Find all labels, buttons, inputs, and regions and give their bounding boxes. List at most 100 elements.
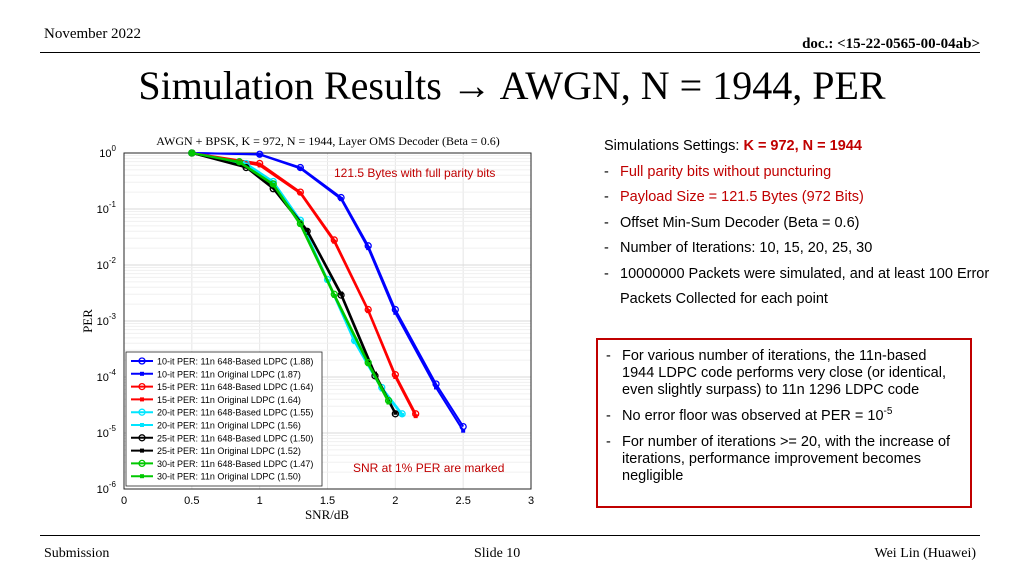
series-point xyxy=(271,182,276,187)
per-chart: AWGN + BPSK, K = 972, N = 1944, Layer OM… xyxy=(80,134,534,521)
y-tick-label: 10-2 xyxy=(97,256,117,272)
legend-marker xyxy=(138,408,146,416)
legend-marker xyxy=(138,357,146,365)
legend-box xyxy=(125,351,323,487)
series-point xyxy=(366,246,371,251)
header-date: November 2022 xyxy=(44,26,142,42)
y-tick-label: 10-4 xyxy=(97,368,117,384)
x-tick-label: 3 xyxy=(528,495,534,507)
legend-label: 30-it PER: 11n 648-Based LDPC (1.47) xyxy=(157,459,313,469)
series-point xyxy=(400,412,405,417)
series-point xyxy=(332,293,337,298)
y-tick-exponent: -2 xyxy=(109,256,117,265)
y-tick-label: 10-5 xyxy=(97,424,117,440)
annotation-payload: 121.5 Bytes with full parity bits xyxy=(334,166,495,180)
footer-slide-number: Slide 10 xyxy=(474,546,521,561)
footer-author: Wei Lin (Huawei) xyxy=(874,546,977,561)
x-tick-label: 0.5 xyxy=(184,495,199,507)
settings-item: - Offset Min-Sum Decoder (Beta = 0.6) xyxy=(604,214,860,231)
settings-heading: Simulations Settings: K = 972, N = 1944 xyxy=(604,134,994,160)
annotation-marked: SNR at 1% PER are marked xyxy=(353,461,504,475)
series-point xyxy=(257,163,262,168)
series-line xyxy=(191,152,465,432)
slide-title: Simulation Results → AWGN, N = 1944, PER xyxy=(0,62,1024,109)
y-tick-exponent: -3 xyxy=(109,312,117,321)
series-point xyxy=(305,228,310,233)
settings-item: - Full parity bits without puncturing xyxy=(604,163,832,180)
series-point xyxy=(413,414,418,419)
legend-marker xyxy=(140,423,144,427)
series-point xyxy=(386,400,391,405)
legend-marker xyxy=(138,434,146,442)
x-axis-label: SNR/dB xyxy=(305,507,349,521)
settings-highlight: K = 972, N = 1944 xyxy=(743,138,862,154)
settings-item: - Payload Size = 121.5 Bytes (972 Bits) xyxy=(604,189,864,205)
legend-label: 25-it PER: 11n 648-Based LDPC (1.50) xyxy=(157,433,313,443)
legend-label: 15-it PER: 11n Original LDPC (1.64) xyxy=(157,395,301,405)
series-point xyxy=(366,309,371,314)
series-point xyxy=(298,166,303,171)
header-doc-id: doc.: <15-22-0565-00-04ab> xyxy=(802,36,980,52)
legend-label: 30-it PER: 11n Original LDPC (1.50) xyxy=(157,472,301,482)
series-point xyxy=(393,410,398,415)
y-tick-label: 10-1 xyxy=(97,200,117,216)
x-tick-label: 0 xyxy=(121,495,127,507)
legend-marker xyxy=(140,371,144,376)
series-point xyxy=(461,428,466,433)
arrow-icon: → xyxy=(451,63,492,108)
series-point xyxy=(298,191,303,196)
series-point xyxy=(393,375,398,379)
y-tick-exponent: -6 xyxy=(109,480,117,489)
legend-marker xyxy=(138,382,146,391)
chart-legend: 10-it PER: 11n 648-Based LDPC (1.88) 10-i… xyxy=(125,351,323,487)
legend-marker xyxy=(140,474,144,479)
x-tick-label: 2 xyxy=(392,495,398,507)
legend-label: 15-it PER: 11n 648-Based LDPC (1.64) xyxy=(157,382,313,392)
series-point xyxy=(332,239,337,244)
findings-box: - For various number of iterations, the 1… xyxy=(596,338,972,508)
y-tick-label: 100 xyxy=(99,144,116,160)
chart-title: AWGN + BPSK, K = 972, N = 1944, Layer OM… xyxy=(156,134,499,148)
title-suffix: AWGN, N = 1944, PER xyxy=(499,63,886,108)
y-tick-exponent: -1 xyxy=(109,200,117,209)
legend-label: 20-it PER: 11n 648-Based LDPC (1.55) xyxy=(157,408,313,418)
series-point xyxy=(339,291,344,296)
legend-label: 25-it PER: 11n Original LDPC (1.52) xyxy=(157,446,301,456)
series-point xyxy=(298,222,303,227)
x-axis-ticks: 0 0.5 1 1.5 2 2.5 3 xyxy=(121,495,534,507)
series-point xyxy=(393,310,398,315)
legend-label: 10-it PER: 11n Original LDPC (1.87) xyxy=(157,369,301,379)
finding-item: - No error floor was observed at PER = 10… xyxy=(606,406,893,424)
x-tick-label: 2.5 xyxy=(456,495,471,507)
x-tick-label: 1 xyxy=(257,495,263,507)
finding-item: - For various number of iterations, the 1… xyxy=(606,348,946,398)
y-axis-label: PER xyxy=(80,309,95,333)
series-point xyxy=(257,152,262,157)
series-point xyxy=(339,197,344,202)
settings-item: -10000000 Packets were simulated, and at… xyxy=(604,265,990,308)
y-axis-ticks: 100 10-1 10-2 10-3 10-4 10-5 10-6 xyxy=(97,144,117,496)
y-tick-exponent: 0 xyxy=(112,144,117,153)
simulation-settings: Simulations Settings: K = 972, N = 1944 … xyxy=(604,134,994,313)
legend-marker xyxy=(140,448,144,453)
chart-series xyxy=(188,149,467,433)
y-tick-exponent: -5 xyxy=(109,424,117,433)
series-point xyxy=(434,385,439,390)
settings-label: Simulations Settings: xyxy=(604,138,744,154)
plot-frame xyxy=(123,152,532,490)
series-point xyxy=(189,151,194,155)
y-tick-label: 10-3 xyxy=(97,312,117,328)
series-point xyxy=(366,362,371,367)
header-rule xyxy=(40,52,980,53)
footer-rule xyxy=(40,535,980,536)
x-tick-label: 1.5 xyxy=(320,495,335,507)
settings-item: - Number of Iterations: 10, 15, 20, 25, 3… xyxy=(604,240,873,256)
finding-item: - For number of iterations >= 20, with th… xyxy=(606,434,951,484)
y-tick-label: 10-6 xyxy=(97,480,117,496)
legend-label: 10-it PER: 11n 648-Based LDPC (1.88) xyxy=(157,357,313,367)
footer-left: Submission xyxy=(44,546,110,561)
y-tick-exponent: -4 xyxy=(109,368,117,377)
series-point xyxy=(352,340,357,345)
legend-marker xyxy=(138,459,146,468)
